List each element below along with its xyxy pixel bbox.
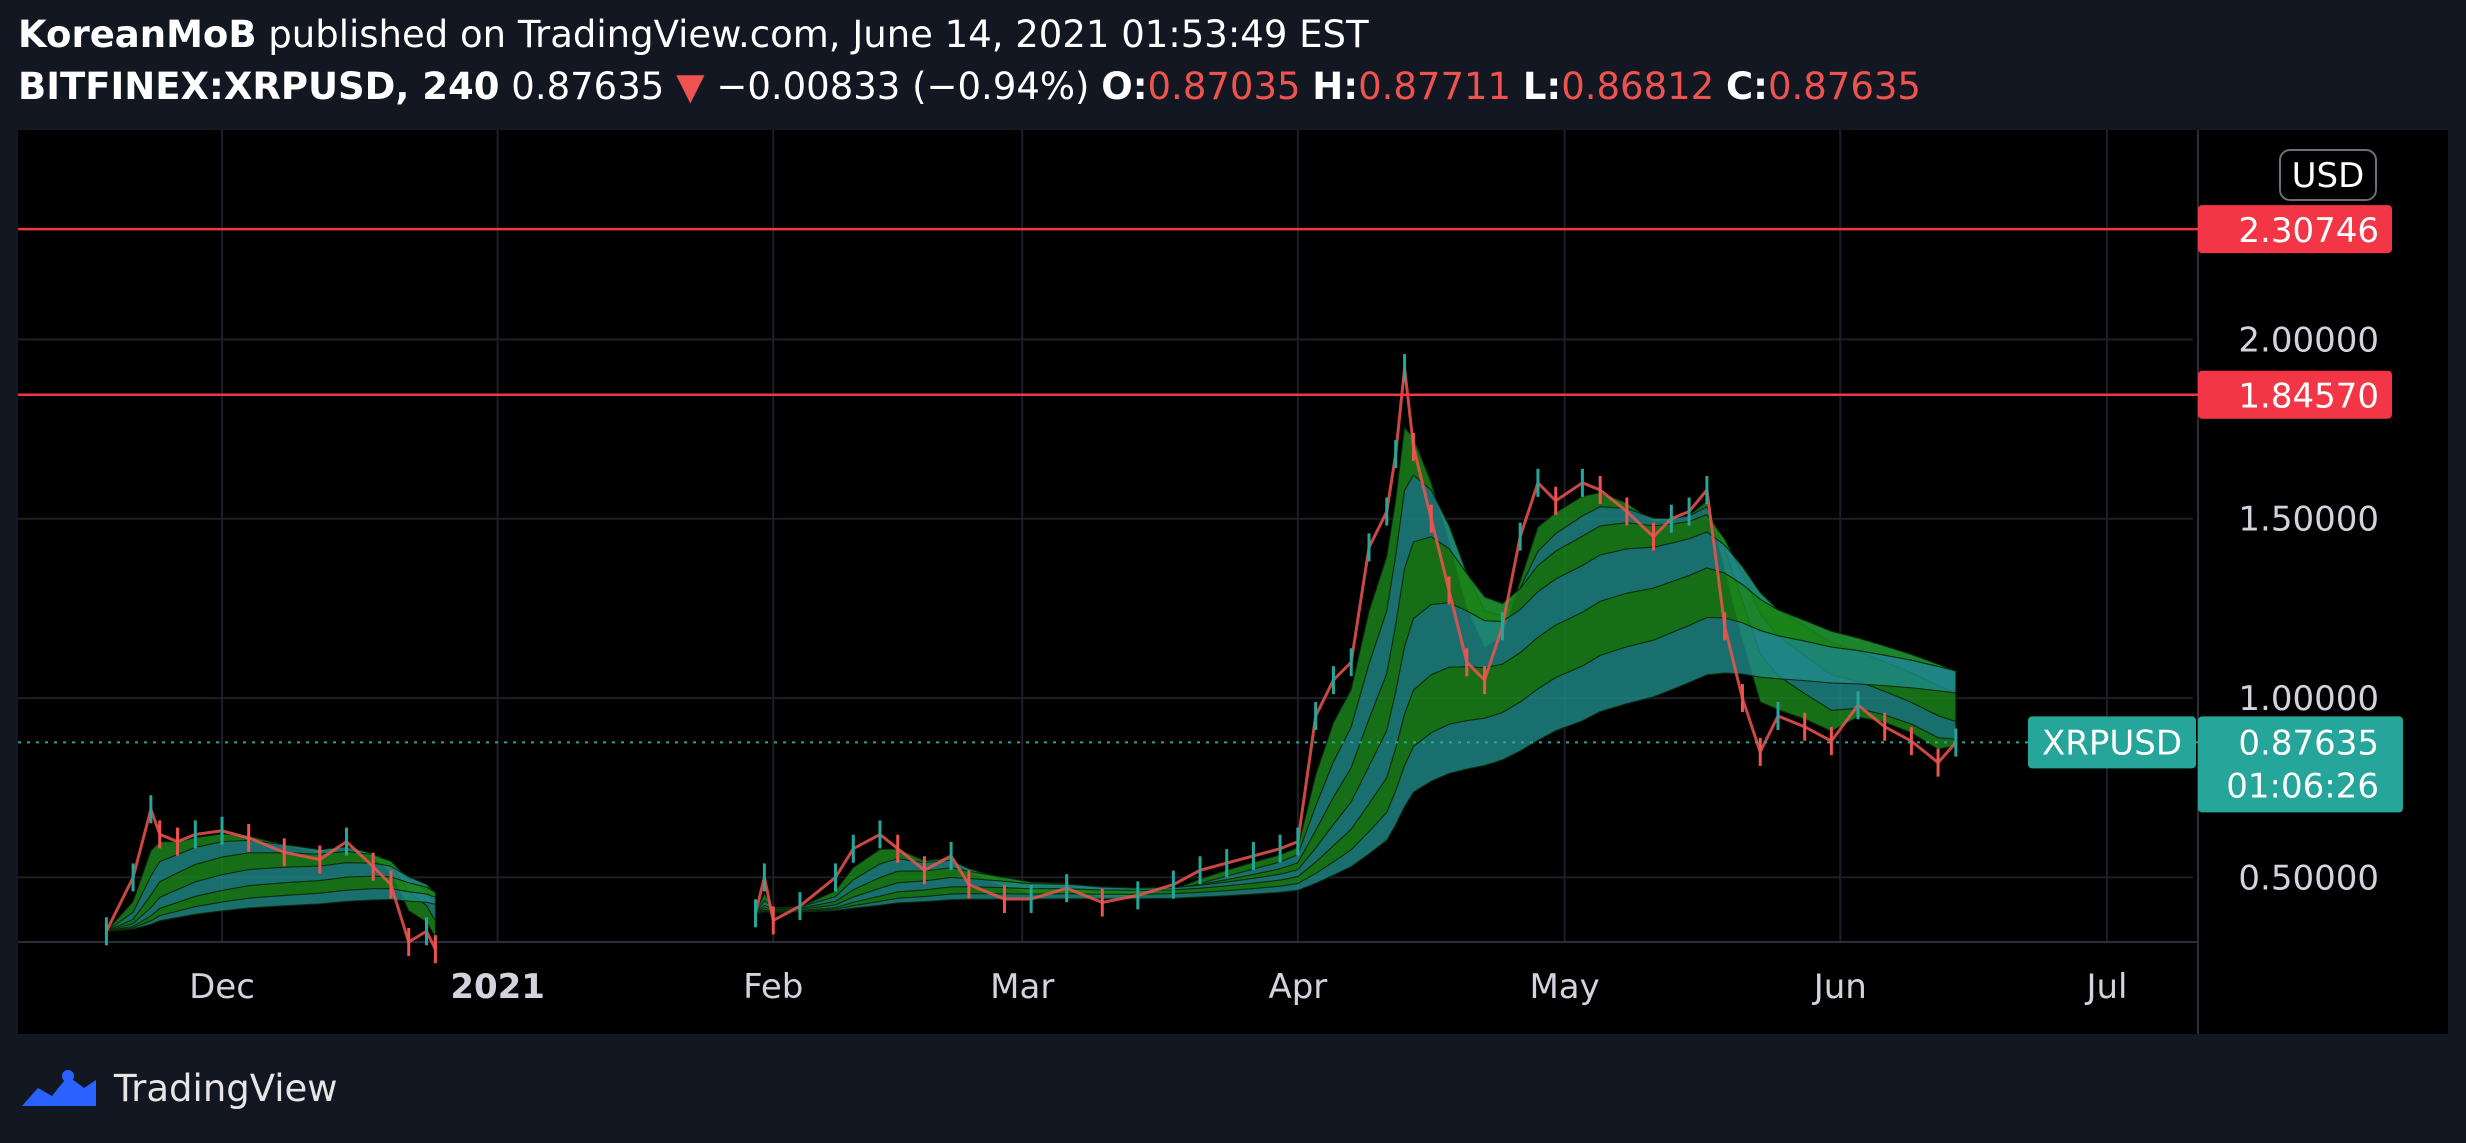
open-label: O: (1101, 65, 1148, 108)
low-label: L: (1522, 65, 1562, 108)
last-price-tag: 0.87635 (2238, 723, 2379, 763)
level-label: 1.84570 (2238, 377, 2379, 417)
price-line (754, 367, 1957, 923)
time-tick-label: Mar (990, 967, 1054, 1007)
publish-line: KoreanMoB published on TradingView.com, … (18, 10, 1369, 60)
change-arrow-icon: ▼ (676, 65, 705, 108)
ema-ribbon (106, 426, 1957, 939)
time-axis[interactable]: Dec 2021 Feb Mar Apr May Jun Jul (189, 967, 2127, 1007)
price-tick-label: 0.50000 (2238, 858, 2379, 898)
footer: TradingView (18, 1058, 338, 1118)
open-value: 0.87035 (1147, 65, 1301, 108)
symbol-tag: XRPUSD (2042, 723, 2182, 763)
last-price: 0.87635 (511, 65, 665, 108)
currency-badge[interactable]: USD (2279, 149, 2377, 201)
currency-badge-box (2279, 149, 2377, 201)
high-label: H: (1312, 65, 1359, 108)
ribbon-band (755, 616, 1957, 914)
price-axis[interactable]: 0.50000 1.00000 1.50000 2.00000 (2238, 320, 2379, 898)
tradingview-brand[interactable]: TradingView (114, 1066, 338, 1110)
price-tick-label: 1.00000 (2238, 679, 2379, 719)
time-tick-label: Jul (2084, 967, 2127, 1007)
countdown-tag: 01:06:26 (2226, 766, 2379, 806)
price-tick-label: 1.50000 (2238, 500, 2379, 540)
level-label-box (2198, 370, 2392, 419)
logo-dot (62, 1070, 74, 1082)
low-value: 0.86812 (1561, 65, 1715, 108)
logo-shape (22, 1076, 96, 1106)
high-value: 0.87711 (1358, 65, 1512, 108)
time-tick-label: Feb (743, 967, 803, 1007)
time-tick-label: May (1529, 967, 1599, 1007)
level-label-box (2198, 205, 2392, 254)
time-tick-label: Jun (1812, 967, 1867, 1007)
level-label: 2.30746 (2238, 211, 2379, 251)
price-tick-label: 2.00000 (2238, 320, 2379, 360)
symbol-tag-box (2028, 716, 2196, 769)
price-line (105, 804, 437, 950)
symbol-name[interactable]: BITFINEX:XRPUSD, 240 (18, 65, 500, 108)
currency-label: USD (2292, 156, 2365, 196)
time-tick-label: 2021 (450, 967, 545, 1007)
price-change: −0.00833 (−0.94%) (716, 65, 1090, 108)
time-tick-label: Apr (1268, 967, 1327, 1007)
chart-panel[interactable]: 2.30746 1.84570 XRPUSD 0.87635 01:06:26 0.5… (18, 130, 2448, 1034)
horizontal-levels[interactable]: 2.30746 1.84570 (18, 205, 2392, 419)
last-price-tag-box (2198, 716, 2403, 813)
close-label: C: (1726, 65, 1768, 108)
tradingview-logo-icon[interactable] (18, 1066, 100, 1110)
close-value: 0.87635 (1767, 65, 1921, 108)
time-tick-label: Dec (189, 967, 255, 1007)
symbol-line: BITFINEX:XRPUSD, 240 0.87635 ▼ −0.00833 … (18, 62, 1921, 112)
author-name[interactable]: KoreanMoB (18, 13, 257, 56)
published-text: published on TradingView.com, June 14, 2… (268, 13, 1369, 56)
ribbon-band (106, 888, 436, 932)
